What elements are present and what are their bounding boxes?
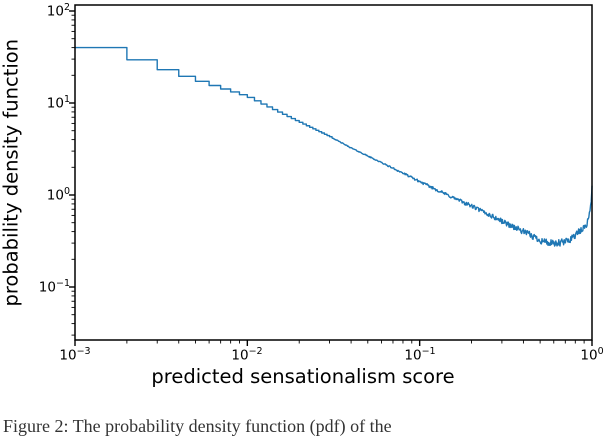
y-tick-label-0p1: 10−1 [38,278,70,296]
x-tick-label-1e-2: 10−2 [231,346,263,364]
x-tick-label-1e-3: 10−3 [59,346,91,364]
y-tick-label-1: 100 [46,186,70,204]
y-axis-label: probability density function [0,38,23,307]
y-tick-label-10: 101 [46,94,70,112]
y-tick-label-100: 102 [46,2,70,20]
axes-frame [74,4,593,341]
plot-canvas [69,4,593,346]
figure-caption-clipped: Figure 2: The probability density functi… [3,416,392,436]
x-axis-label: predicted sensationalism score [151,365,455,388]
x-tick-label-1e-1: 10−1 [404,346,436,364]
x-tick-label-1e0: 100 [580,346,604,364]
pdf-curve [74,46,593,247]
